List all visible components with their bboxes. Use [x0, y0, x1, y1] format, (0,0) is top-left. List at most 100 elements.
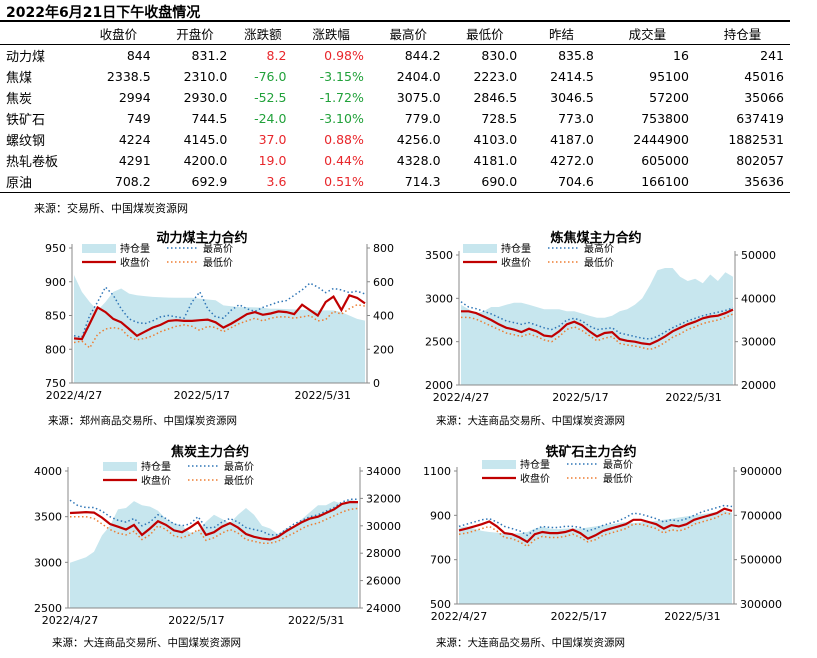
cell-high: 4256.0 [396, 132, 441, 147]
tick-label-right: 40000 [741, 292, 776, 305]
chart-source: 来源：大连商品交易所、中国煤炭资源网 [436, 636, 625, 649]
legend-oi-swatch [463, 244, 497, 253]
cell-chg: -52.5 [254, 90, 287, 105]
tick-label-right: 500000 [740, 554, 782, 567]
cell-low: 4181.0 [473, 153, 518, 168]
legend-label: 持仓量 [501, 242, 531, 255]
chart-title: 炼焦煤主力合约 [550, 230, 641, 246]
cell-oi: 637419 [736, 111, 784, 126]
cell-low: 830.0 [481, 48, 518, 63]
tick-label-left: 900 [45, 276, 66, 289]
chart-3 [454, 460, 737, 605]
x-tick-label: 2022/5/17 [168, 614, 224, 627]
cell-prev: 4187.0 [550, 132, 594, 147]
tick-label-right: 30000 [366, 520, 401, 533]
commodity-name: 铁矿石 [6, 113, 46, 128]
cell-oi: 1882531 [728, 132, 784, 147]
cell-vol: 95100 [649, 69, 689, 84]
tick-label-left: 700 [430, 554, 451, 567]
chart-source: 来源：郑州商品交易所、中国煤炭资源网 [48, 414, 237, 427]
legend-label: 收盘价 [141, 474, 171, 487]
legend-label: 持仓量 [120, 242, 150, 255]
tick-label-left: 850 [45, 310, 66, 323]
cell-chg: 19.0 [258, 153, 287, 168]
cell-prev: 4272.0 [550, 153, 594, 168]
series-low-line [458, 512, 733, 548]
cell-low: 728.5 [481, 111, 518, 126]
commodity-name: 螺纹钢 [6, 134, 46, 149]
column-header: 成交量 [628, 26, 667, 42]
cell-chg: -24.0 [254, 111, 287, 126]
cell-close: 844 [126, 48, 151, 63]
cell-oi: 35066 [744, 90, 784, 105]
tick-label-right: 400 [373, 310, 394, 323]
series-high-line [458, 504, 733, 537]
series-low-line [70, 507, 359, 544]
page-title: 2022年6月21日下午收盘情况 [6, 5, 201, 21]
tick-label-right: 600 [373, 276, 394, 289]
legend-label: 最低价 [584, 256, 614, 269]
cell-close: 2994 [118, 90, 151, 105]
tick-label-left: 3500 [34, 511, 62, 524]
cell-pct: -1.72% [319, 90, 364, 105]
cell-open: 4145.0 [183, 132, 228, 147]
x-tick-label: 2022/5/17 [174, 389, 230, 402]
series-low-line [461, 313, 734, 351]
cell-chg: 3.6 [266, 174, 287, 189]
cell-chg: -76.0 [254, 69, 287, 84]
commodity-name: 原油 [6, 176, 33, 191]
legend-oi-swatch [82, 244, 116, 253]
cell-pct: -3.10% [319, 111, 364, 126]
closing-table: 收盘价 开盘价 涨跌额 涨跌幅 最高价 最低价 昨结 成交量 持仓量 动力煤 844 831.2 8.… [0, 20, 790, 193]
cell-close: 749 [126, 111, 151, 126]
commodity-name: 热轧卷板 [6, 155, 59, 170]
column-header: 涨跌幅 [312, 26, 350, 42]
column-header: 最低价 [466, 26, 504, 42]
cell-vol: 605000 [641, 153, 689, 168]
x-tick-label: 2022/5/17 [551, 610, 607, 623]
x-tick-label: 2022/4/27 [42, 614, 98, 627]
cell-vol: 57200 [649, 90, 689, 105]
cell-oi: 45016 [744, 69, 784, 84]
legend-label: 最低价 [603, 472, 633, 485]
cell-close: 2338.5 [106, 69, 151, 84]
cell-high: 844.2 [404, 48, 441, 63]
tick-label-right: 26000 [366, 575, 401, 588]
tick-label-left: 2500 [34, 602, 62, 615]
cell-oi: 35636 [744, 174, 784, 189]
commodity-name: 焦炭 [6, 92, 33, 107]
cell-oi: 802057 [736, 153, 784, 168]
tick-label-left: 3000 [425, 292, 453, 305]
column-header: 持仓量 [723, 26, 762, 42]
tick-label-right: 900000 [740, 465, 782, 478]
cell-prev: 704.6 [558, 174, 594, 189]
column-header: 开盘价 [176, 26, 214, 42]
table-row: 焦炭 2994 2930.0 -52.5 -1.72% 3075.0 2846.5 3046.… [0, 87, 790, 108]
series-oi-area [461, 268, 733, 385]
cell-chg: 37.0 [258, 132, 287, 147]
series-close-line [458, 507, 733, 544]
legend-label: 最低价 [224, 474, 254, 487]
cell-high: 3075.0 [396, 90, 441, 105]
chart-source: 来源：大连商品交易所、中国煤炭资源网 [52, 636, 241, 649]
table-source: 来源：交易所、中国煤炭资源网 [34, 202, 188, 215]
legend-oi-swatch [482, 460, 516, 469]
legend-label: 最低价 [203, 256, 233, 269]
legend-label: 收盘价 [520, 472, 550, 485]
cell-pct: -3.15% [319, 69, 364, 84]
chart-title: 动力煤主力合约 [156, 230, 247, 246]
cell-chg: 8.2 [266, 48, 287, 63]
cell-pct: 0.88% [324, 132, 364, 147]
cell-close: 4291 [118, 153, 151, 168]
tick-label-left: 900 [430, 509, 451, 522]
legend-label: 收盘价 [120, 256, 150, 269]
cell-low: 690.0 [481, 174, 518, 189]
legend-label: 持仓量 [141, 460, 171, 473]
series-close-line [461, 308, 734, 346]
x-tick-label: 2022/5/31 [295, 389, 351, 402]
chart-title: 铁矿石主力合约 [544, 444, 636, 460]
tick-label-right: 50000 [741, 249, 776, 262]
cell-vol: 753800 [641, 111, 689, 126]
cell-pct: 0.98% [324, 48, 364, 63]
series-high-line [73, 282, 366, 338]
